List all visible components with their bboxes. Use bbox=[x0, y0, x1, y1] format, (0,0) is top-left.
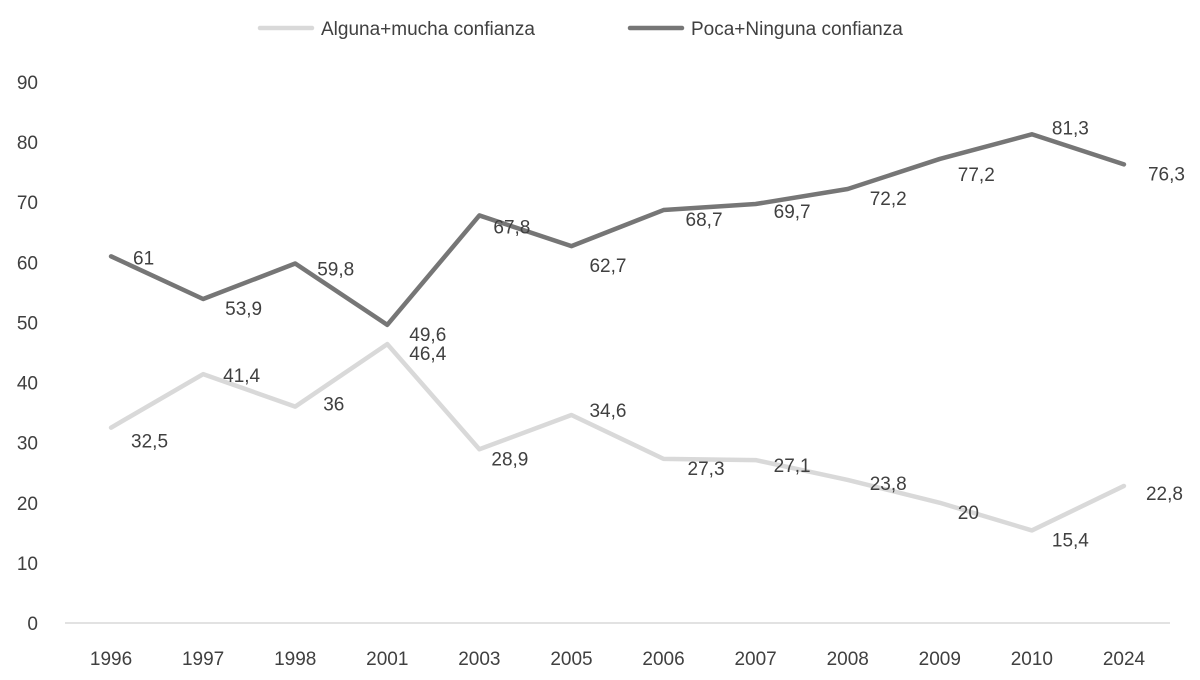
data-label-0: 23,8 bbox=[870, 474, 907, 495]
x-tick-label: 2010 bbox=[1011, 649, 1053, 670]
data-label-0: 20 bbox=[958, 503, 979, 524]
x-tick-label: 2001 bbox=[366, 649, 408, 670]
data-label-1: 68,7 bbox=[686, 210, 723, 231]
y-tick-label: 50 bbox=[17, 313, 38, 334]
y-tick-label: 80 bbox=[17, 133, 38, 154]
x-tick-label: 1997 bbox=[182, 649, 224, 670]
data-label-0: 34,6 bbox=[589, 401, 626, 422]
data-label-0: 27,3 bbox=[688, 459, 725, 480]
axes: 0 10 20 30 40 50 60 70 80 90 1996 1997 1998 2001 2003 2… bbox=[17, 73, 1170, 670]
y-tick-label: 10 bbox=[17, 554, 38, 575]
data-label-0: 28,9 bbox=[491, 449, 528, 470]
series-lines bbox=[108, 132, 1127, 533]
data-labels: 32,5 41,4 36 46,4 28,9 34,6 27,3 27,1 23,8 20 15,4… bbox=[131, 118, 1185, 551]
data-label-0: 32,5 bbox=[131, 432, 168, 453]
data-label-0: 36 bbox=[323, 395, 344, 416]
x-tick-label: 2007 bbox=[734, 649, 776, 670]
legend-label-0: Alguna+mucha confianza bbox=[321, 19, 535, 40]
data-label-1: 69,7 bbox=[774, 202, 811, 223]
x-tick-label: 2006 bbox=[642, 649, 684, 670]
legend-label-1: Poca+Ninguna confianza bbox=[691, 19, 903, 40]
x-tick-label: 1996 bbox=[90, 649, 132, 670]
data-label-1: 62,7 bbox=[589, 256, 626, 277]
legend: Alguna+mucha confianza Poca+Ninguna confi… bbox=[257, 19, 903, 40]
series-line-1 bbox=[108, 132, 1127, 328]
data-label-1: 49,6 bbox=[409, 325, 446, 346]
x-tick-label: 2003 bbox=[458, 649, 500, 670]
y-tick-label: 40 bbox=[17, 374, 38, 395]
data-label-0: 27,1 bbox=[774, 456, 811, 477]
data-label-1: 67,8 bbox=[493, 217, 530, 238]
data-label-0: 46,4 bbox=[409, 344, 446, 365]
y-tick-label: 0 bbox=[27, 614, 38, 635]
x-tick-label: 2009 bbox=[919, 649, 961, 670]
x-tick-label: 1998 bbox=[274, 649, 316, 670]
data-label-1: 77,2 bbox=[958, 165, 995, 186]
x-tick-label: 2024 bbox=[1103, 649, 1146, 670]
y-tick-label: 70 bbox=[17, 193, 38, 214]
data-label-0: 22,8 bbox=[1146, 484, 1183, 505]
x-tick-label: 2008 bbox=[827, 649, 869, 670]
data-label-1: 81,3 bbox=[1052, 118, 1089, 139]
data-label-0: 15,4 bbox=[1052, 530, 1089, 551]
data-label-1: 53,9 bbox=[225, 299, 262, 320]
data-label-1: 72,2 bbox=[870, 189, 907, 210]
data-label-1: 61 bbox=[133, 248, 154, 269]
data-label-1: 76,3 bbox=[1148, 164, 1185, 185]
data-label-1: 59,8 bbox=[317, 260, 354, 281]
y-tick-label: 60 bbox=[17, 253, 38, 274]
x-tick-label: 2005 bbox=[550, 649, 592, 670]
data-label-0: 41,4 bbox=[223, 366, 260, 387]
y-tick-label: 20 bbox=[17, 494, 38, 515]
y-tick-label: 30 bbox=[17, 434, 38, 455]
series-line-0 bbox=[108, 341, 1127, 533]
y-tick-label: 90 bbox=[17, 73, 38, 94]
